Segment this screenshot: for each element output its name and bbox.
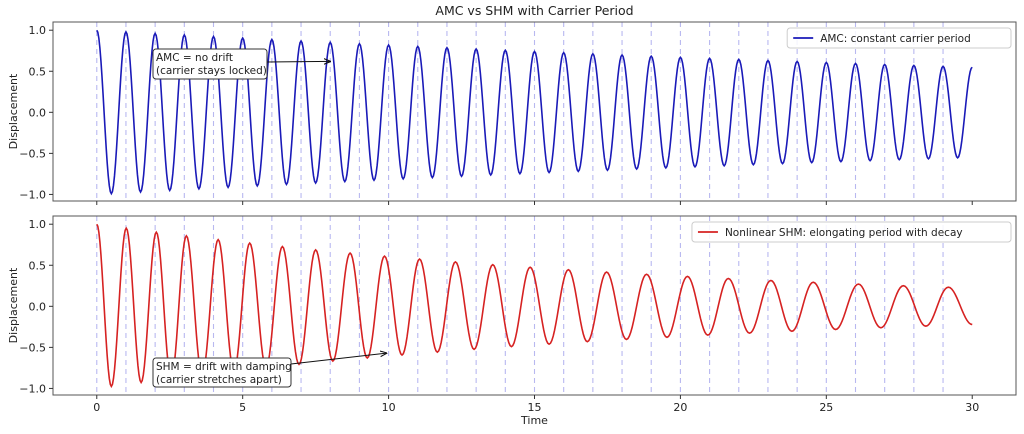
annotation-line2: (carrier stretches apart)	[156, 374, 282, 386]
y-tick-label: −1.0	[19, 188, 46, 201]
annotation-arrow	[290, 353, 387, 365]
x-tick-label: 15	[528, 401, 542, 414]
annotation: SHM = drift with damping(carrier stretch…	[152, 353, 387, 388]
legend-label: AMC: constant carrier period	[820, 33, 971, 45]
x-tick-label: 25	[819, 401, 833, 414]
x-tick-label: 5	[239, 401, 246, 414]
y-axis-label: Displacement	[7, 267, 20, 343]
chart-title: AMC vs SHM with Carrier Period	[435, 3, 633, 18]
annotation-box	[152, 48, 268, 80]
y-tick-label: −0.5	[19, 147, 46, 160]
x-tick-label: 20	[673, 401, 687, 414]
annotation: AMC = no drift(carrier stays locked)	[152, 48, 330, 80]
x-tick-label: 30	[965, 401, 979, 414]
legend-frame	[786, 27, 1012, 49]
y-tick-label: −1.0	[19, 382, 46, 395]
y-tick-label: 0.0	[29, 300, 47, 313]
legend: Nonlinear SHM: elongating period with de…	[691, 221, 1012, 243]
annotation-line1: AMC = no drift	[156, 52, 233, 64]
annotation-arrow	[266, 61, 330, 62]
y-tick-label: 0.0	[29, 106, 47, 119]
y-tick-label: −0.5	[19, 341, 46, 354]
legend: AMC: constant carrier period	[786, 27, 1012, 49]
y-tick-label: 1.0	[29, 218, 47, 231]
y-axis-label: Displacement	[7, 73, 20, 149]
y-tick-label: 0.5	[29, 259, 47, 272]
series-line	[96, 29, 973, 196]
y-tick-label: 0.5	[29, 65, 47, 78]
panel-2: 1.0 0.5 0.0 −0.5 −1.0 0 5 10 15 20 25 30 Displacemen…	[7, 215, 1017, 427]
x-axis-label: Time	[520, 414, 548, 427]
legend-label: Nonlinear SHM: elongating period with de…	[725, 227, 963, 239]
series-line	[96, 223, 973, 389]
panel-1: 1.0 0.5 0.0 −0.5 −1.0 Displacement AMC vs SHM …	[7, 3, 1017, 205]
legend-frame	[691, 221, 1012, 243]
y-tick-label: 1.0	[29, 24, 47, 37]
annotation-box	[152, 357, 292, 388]
x-tick-label: 0	[93, 401, 100, 414]
x-tick-label: 10	[382, 401, 396, 414]
annotation-line2: (carrier stays locked)	[156, 65, 267, 77]
annotation-line1: SHM = drift with damping	[156, 361, 292, 373]
